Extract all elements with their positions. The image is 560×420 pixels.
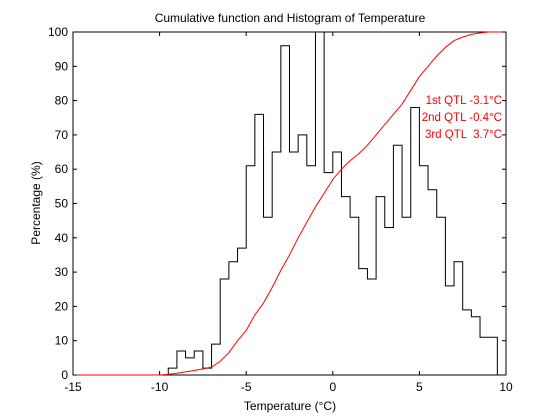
x-tick-label: 5	[416, 380, 423, 394]
cumulative-line	[73, 31, 506, 376]
x-tick-label: 10	[499, 380, 513, 394]
y-tick-label: 70	[55, 128, 69, 142]
y-tick-label: 30	[55, 265, 69, 279]
chart-title: Cumulative function and Histogram of Tem…	[155, 11, 426, 25]
x-tick-label: -10	[151, 380, 169, 394]
y-tick-label: 80	[55, 94, 69, 108]
y-tick-label: 0	[61, 368, 68, 382]
y-axis-label: Percentage (%)	[29, 161, 43, 244]
y-tick-label: 90	[55, 59, 69, 73]
x-tick-label: -15	[64, 380, 82, 394]
quartile-annotation: 2nd QTL -0.4°C	[422, 112, 502, 124]
histogram-line	[167, 31, 498, 375]
x-tick-label: 0	[329, 380, 336, 394]
annotations: 1st QTL -3.1°C 2nd QTL -0.4°C 3rd QTL 3.7°…	[422, 95, 502, 141]
y-tick-label: 50	[55, 197, 69, 211]
quartile-annotation: 1st QTL -3.1°C	[426, 95, 502, 107]
plot-area	[72, 31, 507, 376]
x-tick-label: -5	[241, 380, 252, 394]
y-tick-label: 20	[55, 299, 69, 313]
x-axis-label: Temperature (°C)	[244, 399, 336, 413]
y-tick-label: 10	[55, 334, 69, 348]
y-tick-label: 40	[55, 231, 69, 245]
quartile-annotation: 3rd QTL 3.7°C	[425, 129, 502, 141]
y-tick-label: 100	[48, 25, 68, 39]
y-tick-label: 60	[55, 162, 69, 176]
